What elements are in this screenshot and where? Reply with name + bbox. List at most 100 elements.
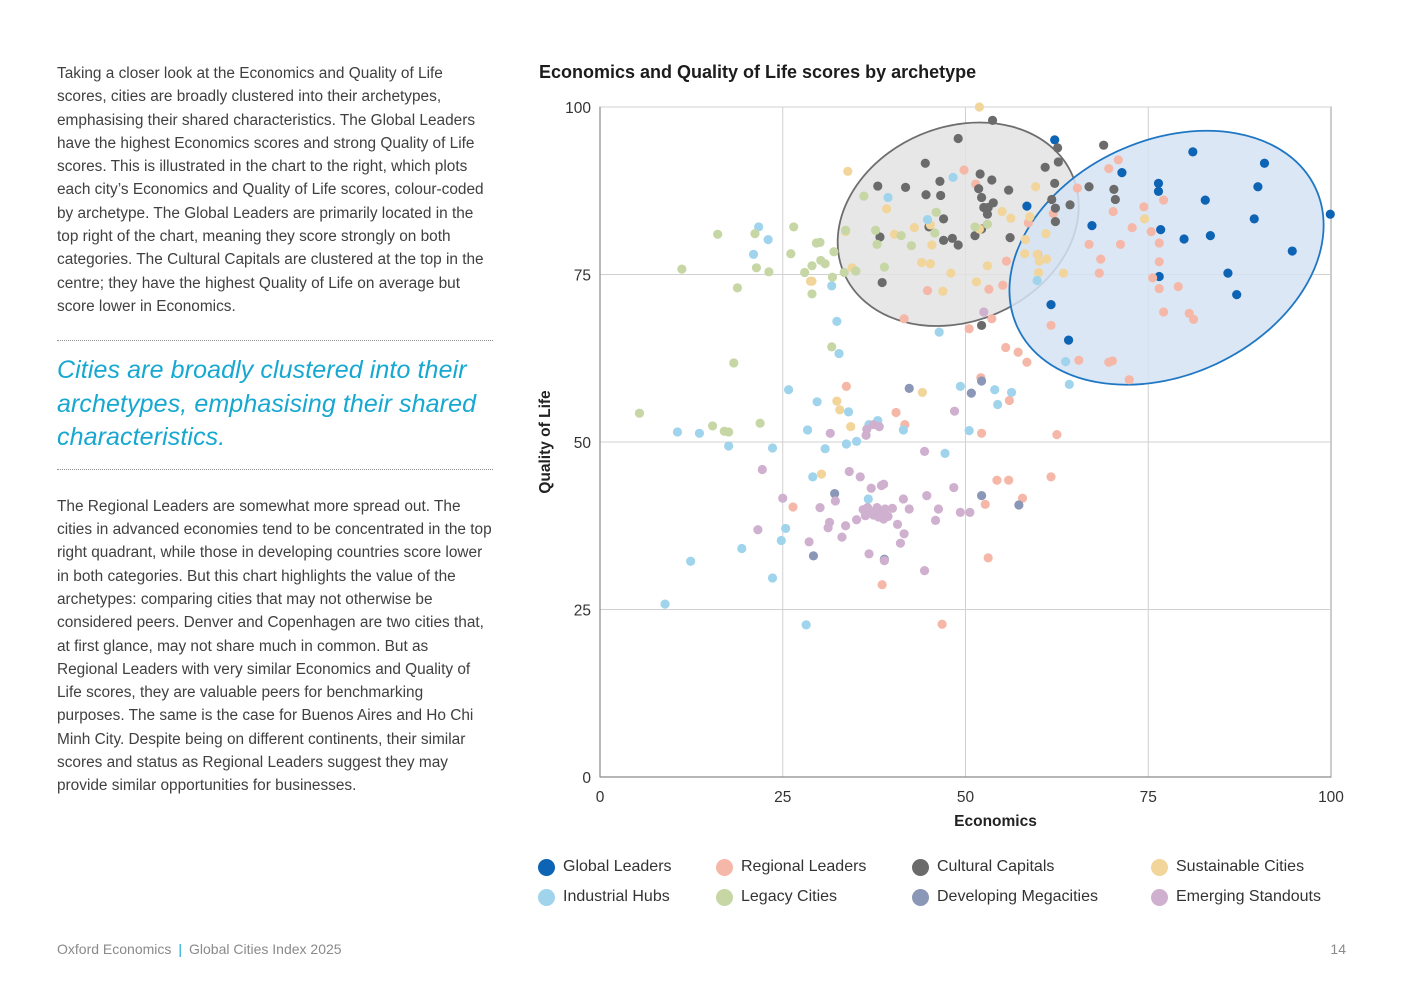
point-0-19	[1046, 300, 1056, 310]
point-1-24	[1159, 307, 1169, 317]
point-0-0	[1050, 135, 1060, 145]
point-4-17	[990, 385, 1000, 395]
point-2-27	[982, 209, 993, 219]
point-1-1	[1113, 155, 1123, 165]
point-5-36	[851, 266, 861, 276]
point-3-27	[938, 286, 948, 296]
legend-label: Sustainable Cities	[1176, 858, 1305, 875]
point-5-18	[829, 247, 839, 257]
x-axis-label: Economics	[954, 813, 1037, 830]
point-2-31	[875, 232, 885, 242]
point-5-26	[732, 283, 743, 293]
point-2-17	[921, 190, 931, 200]
point-7-40	[930, 515, 941, 525]
point-0-20	[1063, 335, 1074, 345]
legend-item: Developing Megacities	[912, 888, 1151, 906]
point-1-34	[1022, 357, 1032, 367]
cluster-ellipse-2	[1008, 129, 1325, 386]
legend-item: Cultural Capitals	[912, 858, 1151, 876]
legend-item: Sustainable Cities	[1151, 858, 1304, 876]
y-tick-label-4: 100	[565, 100, 591, 117]
point-3-2	[881, 204, 892, 214]
point-0-15	[1287, 246, 1297, 256]
point-7-39	[892, 519, 903, 530]
legend-label: Global Leaders	[563, 858, 672, 875]
x-tick-label-2: 50	[957, 789, 975, 806]
point-4-32	[863, 494, 873, 504]
point-6-7	[1014, 500, 1024, 510]
point-1-38	[1004, 395, 1014, 406]
point-1-9	[1108, 206, 1118, 217]
point-4-7	[832, 316, 842, 326]
point-7-18	[898, 494, 908, 504]
y-tick-label-1: 25	[574, 603, 591, 620]
point-3-11	[997, 206, 1007, 217]
point-2-1	[987, 115, 998, 125]
point-0-13	[1205, 231, 1215, 241]
legend-item: Global Leaders	[538, 858, 716, 876]
legend-swatch	[1151, 888, 1168, 906]
point-4-4	[748, 249, 759, 259]
point-3-20	[917, 257, 927, 268]
point-4-38	[660, 599, 670, 609]
point-1-33	[1013, 347, 1023, 357]
point-4-25	[820, 444, 830, 454]
point-7-34	[860, 511, 870, 521]
point-6-2	[966, 388, 976, 398]
point-5-21	[872, 239, 882, 249]
scatter-chart: 0 25 50 75 100 0 25 50 75 100 Economics Quality of …	[537, 100, 1344, 830]
footer-publisher: Oxford Economics	[57, 941, 172, 957]
point-1-45	[992, 475, 1002, 485]
point-2-7	[975, 169, 985, 179]
point-1-26	[1188, 314, 1199, 324]
point-4-6	[827, 281, 837, 291]
legend-swatch	[538, 858, 555, 876]
point-1-42	[976, 428, 987, 438]
point-4-26	[841, 439, 851, 449]
point-3-35	[846, 421, 856, 432]
point-6-0	[904, 383, 914, 393]
legend-swatch	[912, 888, 929, 906]
point-5-28	[827, 272, 838, 282]
point-4-34	[737, 543, 747, 554]
point-4-0	[754, 222, 764, 232]
point-5-7	[870, 225, 881, 235]
point-2-11	[873, 181, 883, 191]
point-3-21	[925, 259, 936, 269]
point-5-24	[970, 222, 980, 232]
point-2-25	[983, 202, 993, 213]
point-0-18	[1232, 290, 1242, 300]
point-3-9	[1031, 182, 1041, 192]
x-tick-label-3: 75	[1140, 789, 1157, 806]
point-1-3	[1139, 202, 1149, 212]
point-3-29	[1034, 267, 1044, 278]
point-0-8	[1022, 201, 1032, 211]
point-1-30	[1107, 356, 1118, 366]
point-3-26	[971, 277, 982, 287]
pull-quote: Cities are broadly clustered into their …	[57, 356, 477, 452]
point-5-5	[841, 225, 851, 235]
point-0-1	[1188, 147, 1198, 157]
legend-swatch	[912, 858, 929, 876]
point-3-30	[1058, 268, 1069, 278]
point-2-5	[1040, 162, 1050, 172]
point-2-38	[877, 277, 887, 288]
point-4-16	[955, 381, 965, 391]
point-3-31	[832, 396, 842, 406]
point-1-50	[877, 580, 887, 590]
point-7-0	[979, 307, 989, 317]
text-column: Taking a closer look at the Economics an…	[57, 62, 493, 798]
point-7-32	[841, 521, 851, 531]
point-1-39	[841, 381, 851, 391]
point-4-21	[694, 428, 705, 438]
point-7-30	[965, 507, 975, 517]
point-4-15	[803, 425, 813, 435]
point-2-32	[953, 240, 963, 250]
point-3-10	[1006, 213, 1016, 223]
point-2-34	[947, 233, 957, 243]
point-5-27	[807, 289, 817, 299]
legend-label: Legacy Cities	[741, 888, 838, 905]
point-4-10	[783, 385, 794, 395]
point-1-51	[937, 619, 947, 629]
legend-swatch	[716, 888, 733, 906]
